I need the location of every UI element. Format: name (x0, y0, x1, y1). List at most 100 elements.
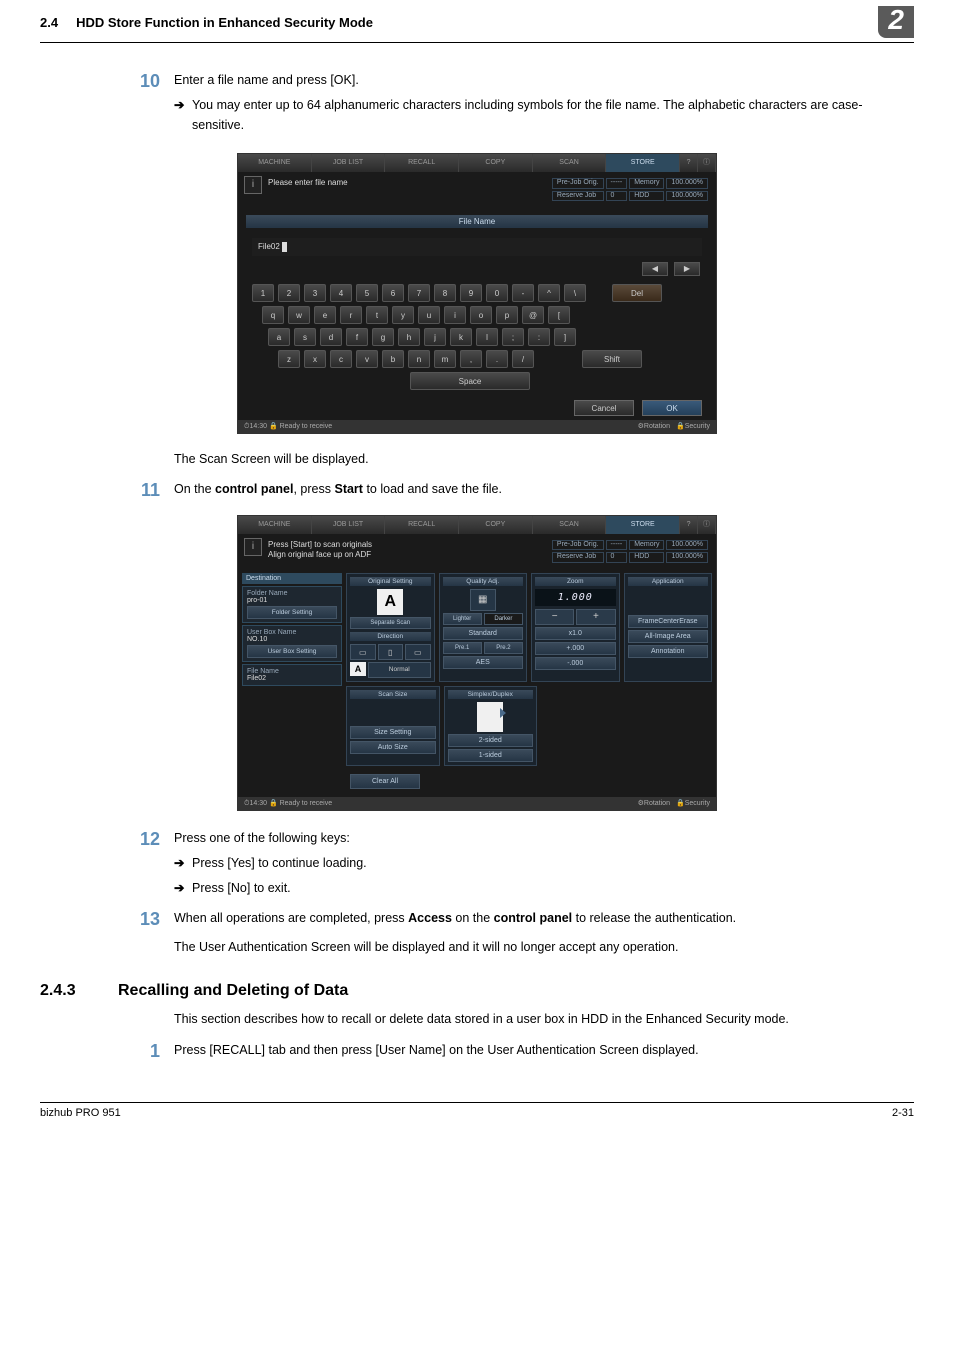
key-k[interactable]: k (450, 328, 472, 346)
key-7[interactable]: 7 (408, 284, 430, 302)
key-8[interactable]: 8 (434, 284, 456, 302)
key-b[interactable]: b (382, 350, 404, 368)
key-colon[interactable]: : (528, 328, 550, 346)
pre1-button[interactable]: Pre.1 (443, 642, 482, 654)
key-s[interactable]: s (294, 328, 316, 346)
tab-copy[interactable]: COPY (459, 154, 533, 172)
zoom-minus-button[interactable]: − (535, 609, 574, 625)
key-space[interactable]: Space (410, 372, 530, 390)
key-l[interactable]: l (476, 328, 498, 346)
two-sided-button[interactable]: 2-sided (448, 734, 534, 747)
key-y[interactable]: y (392, 306, 414, 324)
key-r[interactable]: r (340, 306, 362, 324)
key-o[interactable]: o (470, 306, 492, 324)
key-m[interactable]: m (434, 350, 456, 368)
cursor-left-button[interactable]: ◀ (642, 262, 668, 276)
key-del[interactable]: Del (612, 284, 662, 302)
standard-button[interactable]: Standard (443, 627, 524, 640)
key-x[interactable]: x (304, 350, 326, 368)
key-p[interactable]: p (496, 306, 518, 324)
direction-opt-2[interactable]: ▯ (378, 644, 404, 660)
tab-recall[interactable]: RECALL (385, 516, 459, 534)
all-image-area-button[interactable]: All-Image Area (628, 630, 709, 643)
key-q[interactable]: q (262, 306, 284, 324)
tab-recall[interactable]: RECALL (385, 154, 459, 172)
aes-button[interactable]: AES (443, 656, 524, 669)
quality-adj-header[interactable]: Quality Adj. (443, 577, 524, 586)
cancel-button[interactable]: Cancel (574, 400, 634, 416)
key-lbracket[interactable]: [ (548, 306, 570, 324)
key-0[interactable]: 0 (486, 284, 508, 302)
tab-joblist[interactable]: JOB LIST (312, 516, 386, 534)
tab-store[interactable]: STORE (606, 154, 680, 172)
clear-all-button[interactable]: Clear All (350, 774, 420, 789)
key-t[interactable]: t (366, 306, 388, 324)
original-setting-header[interactable]: Original Setting (350, 577, 431, 586)
application-header[interactable]: Application (628, 577, 709, 586)
direction-opt-1[interactable]: ▭ (350, 644, 376, 660)
key-semicolon[interactable]: ; (502, 328, 524, 346)
tab-machine[interactable]: MACHINE (238, 516, 312, 534)
zoom-header[interactable]: Zoom (535, 577, 616, 586)
tab-scan[interactable]: SCAN (533, 516, 607, 534)
frame-erase-button[interactable]: FrameCenterErase (628, 615, 709, 628)
key-c[interactable]: c (330, 350, 352, 368)
tab-joblist[interactable]: JOB LIST (312, 154, 386, 172)
darker-button[interactable]: Darker (484, 613, 523, 625)
key-9[interactable]: 9 (460, 284, 482, 302)
key-comma[interactable]: , (460, 350, 482, 368)
key-z[interactable]: z (278, 350, 300, 368)
pre2-button[interactable]: Pre.2 (484, 642, 523, 654)
key-minus[interactable]: - (512, 284, 534, 302)
key-shift[interactable]: Shift (582, 350, 642, 368)
key-at[interactable]: @ (522, 306, 544, 324)
key-d[interactable]: d (320, 328, 342, 346)
file-name-input[interactable]: File02 (252, 238, 702, 256)
tab-copy[interactable]: COPY (459, 516, 533, 534)
key-i[interactable]: i (444, 306, 466, 324)
help-icon[interactable]: ? (680, 154, 698, 172)
key-caret[interactable]: ^ (538, 284, 560, 302)
ratio-plus-button[interactable]: +.000 (535, 642, 616, 655)
key-slash[interactable]: / (512, 350, 534, 368)
normal-button[interactable]: Normal (368, 662, 431, 678)
folder-setting-button[interactable]: Folder Setting (247, 606, 337, 619)
key-6[interactable]: 6 (382, 284, 404, 302)
key-1[interactable]: 1 (252, 284, 274, 302)
lighter-button[interactable]: Lighter (443, 613, 482, 625)
zoom-plus-button[interactable]: + (576, 609, 615, 625)
key-rbracket[interactable]: ] (554, 328, 576, 346)
one-sided-button[interactable]: 1-sided (448, 749, 534, 762)
key-2[interactable]: 2 (278, 284, 300, 302)
key-g[interactable]: g (372, 328, 394, 346)
size-setting-button[interactable]: Size Setting (350, 726, 436, 739)
ratio-minus-button[interactable]: -.000 (535, 657, 616, 670)
key-backslash[interactable]: \ (564, 284, 586, 302)
key-a[interactable]: a (268, 328, 290, 346)
key-4[interactable]: 4 (330, 284, 352, 302)
ratio-x1-button[interactable]: x1.0 (535, 627, 616, 640)
key-e[interactable]: e (314, 306, 336, 324)
key-5[interactable]: 5 (356, 284, 378, 302)
key-h[interactable]: h (398, 328, 420, 346)
key-f[interactable]: f (346, 328, 368, 346)
key-3[interactable]: 3 (304, 284, 326, 302)
ok-button[interactable]: OK (642, 400, 702, 416)
tab-scan[interactable]: SCAN (533, 154, 607, 172)
tab-store[interactable]: STORE (606, 516, 680, 534)
info-icon[interactable]: ⓘ (698, 516, 716, 534)
auto-size-button[interactable]: Auto Size (350, 741, 436, 754)
key-u[interactable]: u (418, 306, 440, 324)
direction-opt-3[interactable]: ▭ (405, 644, 431, 660)
separate-scan-button[interactable]: Separate Scan (350, 617, 431, 629)
key-v[interactable]: v (356, 350, 378, 368)
key-j[interactable]: j (424, 328, 446, 346)
key-period[interactable]: . (486, 350, 508, 368)
cursor-right-button[interactable]: ▶ (674, 262, 700, 276)
info-icon[interactable]: ⓘ (698, 154, 716, 172)
key-n[interactable]: n (408, 350, 430, 368)
key-w[interactable]: w (288, 306, 310, 324)
userbox-setting-button[interactable]: User Box Setting (247, 645, 337, 658)
tab-machine[interactable]: MACHINE (238, 154, 312, 172)
help-icon[interactable]: ? (680, 516, 698, 534)
